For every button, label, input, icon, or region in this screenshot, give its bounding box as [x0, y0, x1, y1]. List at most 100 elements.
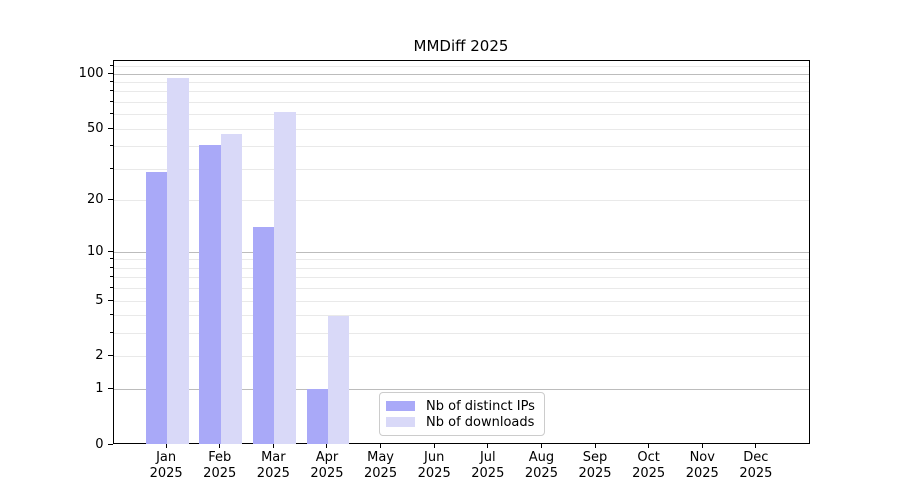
x-tick-mark-jan [165, 444, 167, 448]
y-gridline-minor-6 [113, 288, 809, 290]
x-tick-month-aug: Aug [528, 450, 555, 465]
y-tick-mark-1 [107, 387, 113, 389]
y-minor-tick-mark-50 [109, 127, 113, 129]
y-gridline-minor-8 [113, 267, 809, 269]
bar-nb-of-downloads-feb [220, 133, 243, 444]
x-tick-month-feb: Feb [208, 450, 232, 465]
y-minor-tick-mark-4 [109, 314, 113, 316]
x-tick-year-sep: 2025 [578, 465, 612, 481]
x-tick-month-jul: Jul [479, 450, 496, 465]
x-tick-month-jun: Jun [424, 450, 445, 465]
bar-nb-of-downloads-jan [167, 78, 189, 444]
bar-nb-of-downloads-mar [274, 112, 296, 444]
legend-entry-distinct-ips: Nb of distinct IPs [386, 398, 536, 414]
x-tick-mark-sep [594, 444, 596, 448]
x-tick-label-aug: Aug 2025 [509, 450, 573, 481]
x-tick-year-jul: 2025 [471, 465, 505, 481]
x-tick-label-sep: Sep 2025 [563, 450, 627, 481]
x-tick-month-may: May [367, 450, 394, 465]
bar-nb-of-distinct-ips-apr [306, 389, 328, 444]
y-tick-mark-0 [107, 443, 113, 445]
legend-swatch-distinct-ips [386, 401, 415, 411]
y-minor-tick-mark-90 [109, 81, 113, 83]
y-tick-mark-100 [107, 72, 113, 74]
y-minor-tick-mark-110 [109, 65, 113, 67]
x-tick-year-mar: 2025 [256, 465, 290, 481]
x-tick-mark-feb [219, 444, 221, 448]
y-gridline-minor-2 [113, 356, 809, 358]
y-minor-tick-mark-60 [109, 113, 113, 115]
x-tick-year-may: 2025 [364, 465, 398, 481]
legend: Nb of distinct IPs Nb of downloads [379, 392, 545, 436]
x-tick-mark-nov [701, 444, 703, 448]
x-tick-mark-oct [648, 444, 650, 448]
x-tick-year-feb: 2025 [203, 465, 237, 481]
y-gridline-minor-60 [113, 114, 809, 116]
y-minor-tick-mark-20 [109, 198, 113, 200]
y-gridline-minor-20 [113, 199, 809, 201]
y-tick-label-5: 5 [95, 292, 104, 308]
x-tick-label-oct: Oct 2025 [617, 450, 681, 481]
y-gridline-major-1 [113, 388, 809, 390]
x-tick-month-mar: Mar [261, 450, 286, 465]
bar-nb-of-downloads-apr [327, 315, 350, 444]
y-tick-label-2: 2 [95, 348, 104, 364]
x-tick-month-jan: Jan [156, 450, 177, 465]
y-tick-label-10: 10 [86, 243, 104, 259]
y-gridline-minor-40 [113, 146, 809, 148]
x-tick-year-oct: 2025 [632, 465, 666, 481]
x-tick-month-oct: Oct [637, 450, 660, 465]
x-tick-label-jun: Jun 2025 [402, 450, 466, 481]
x-tick-mark-aug [540, 444, 542, 448]
x-tick-label-jan: Jan 2025 [134, 450, 198, 481]
y-gridline-minor-30 [113, 168, 809, 170]
x-tick-year-aug: 2025 [524, 465, 558, 481]
x-tick-year-jun: 2025 [417, 465, 451, 481]
y-gridline-minor-5 [113, 300, 809, 302]
y-tick-label-0: 0 [95, 436, 104, 452]
y-gridline-minor-4 [113, 315, 809, 317]
x-tick-label-feb: Feb 2025 [188, 450, 252, 481]
y-tick-label-50: 50 [86, 120, 104, 136]
y-gridline-minor-70 [113, 101, 809, 103]
x-tick-label-jul: Jul 2025 [456, 450, 520, 481]
x-tick-label-apr: Apr 2025 [295, 450, 359, 481]
y-minor-tick-mark-80 [109, 90, 113, 92]
y-gridline-major-100 [113, 73, 809, 75]
y-gridline-minor-7 [113, 277, 809, 279]
x-tick-year-jan: 2025 [149, 465, 183, 481]
y-gridline-minor-3 [113, 333, 809, 335]
legend-label-distinct-ips: Nb of distinct IPs [426, 398, 535, 414]
x-tick-year-nov: 2025 [685, 465, 719, 481]
y-gridline-minor-90 [113, 82, 809, 84]
x-tick-label-dec: Dec 2025 [724, 450, 788, 481]
x-tick-month-apr: Apr [315, 450, 339, 465]
y-minor-tick-mark-7 [109, 276, 113, 278]
y-minor-tick-mark-30 [109, 167, 113, 169]
y-gridline-minor-50 [113, 128, 809, 130]
x-tick-mark-may [380, 444, 382, 448]
x-tick-mark-apr [326, 444, 328, 448]
y-tick-label-100: 100 [78, 65, 104, 81]
legend-swatch-downloads [386, 417, 415, 427]
y-minor-tick-mark-3 [109, 332, 113, 334]
x-tick-month-dec: Dec [743, 450, 769, 465]
x-tick-month-sep: Sep [582, 450, 608, 465]
x-tick-month-nov: Nov [689, 450, 715, 465]
y-gridline-minor-9 [113, 259, 809, 261]
x-tick-mark-dec [755, 444, 757, 448]
y-tick-label-1: 1 [95, 380, 104, 396]
x-tick-label-nov: Nov 2025 [670, 450, 734, 481]
legend-entry-downloads: Nb of downloads [386, 415, 536, 430]
x-tick-mark-mar [272, 444, 274, 448]
y-gridline-minor-110 [113, 66, 809, 68]
y-tick-label-20: 20 [86, 191, 104, 207]
y-minor-tick-mark-40 [109, 145, 113, 147]
bar-nb-of-distinct-ips-mar [252, 227, 275, 444]
x-tick-mark-jul [487, 444, 489, 448]
bar-nb-of-distinct-ips-feb [199, 144, 221, 444]
bar-nb-of-distinct-ips-jan [145, 171, 168, 444]
y-tick-mark-10 [107, 250, 113, 252]
plot-area [112, 60, 810, 444]
x-tick-year-apr: 2025 [310, 465, 344, 481]
